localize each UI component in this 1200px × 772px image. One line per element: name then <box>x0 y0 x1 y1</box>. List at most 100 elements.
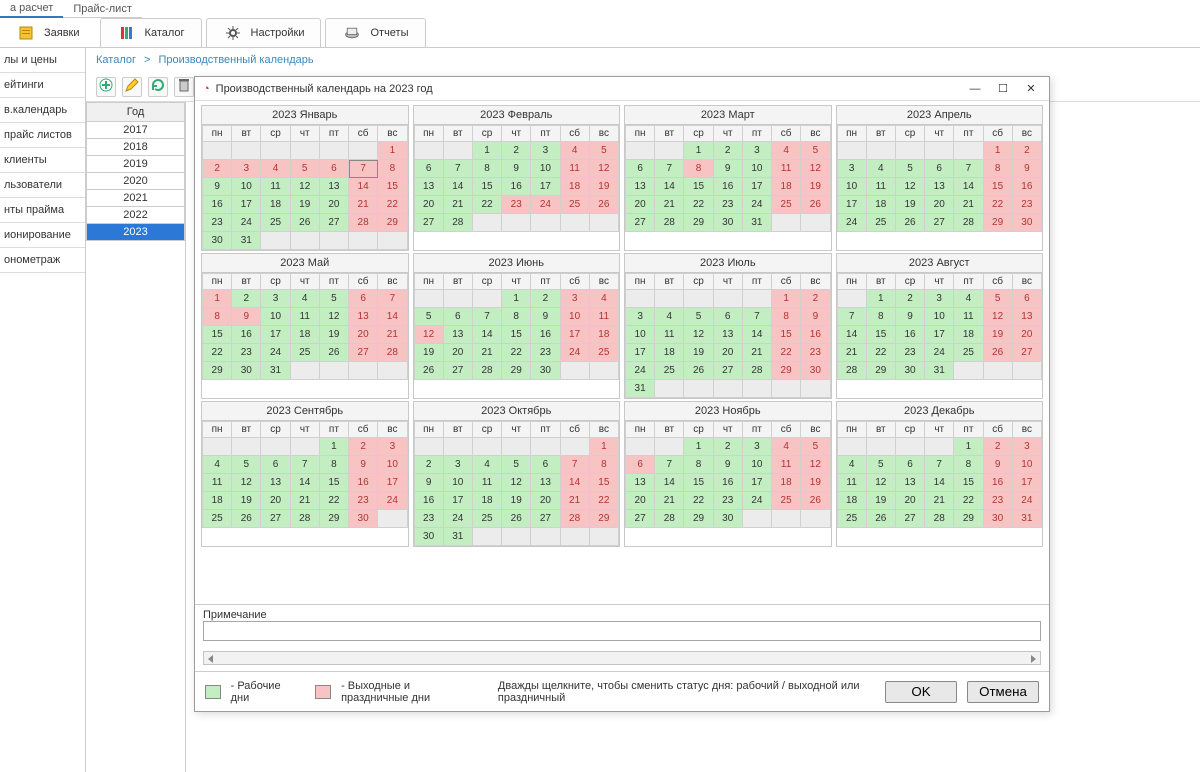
day-cell[interactable]: 27 <box>414 214 443 232</box>
day-cell[interactable]: 24 <box>443 510 472 528</box>
day-cell[interactable]: 18 <box>866 196 895 214</box>
day-cell[interactable]: 6 <box>414 160 443 178</box>
day-cell[interactable]: 7 <box>443 160 472 178</box>
horizontal-scrollbar[interactable] <box>203 651 1041 665</box>
day-cell[interactable]: 10 <box>378 456 407 474</box>
day-cell[interactable]: 15 <box>772 326 801 344</box>
day-cell[interactable]: 22 <box>589 492 618 510</box>
day-cell[interactable]: 18 <box>472 492 501 510</box>
day-cell[interactable]: 27 <box>713 362 742 380</box>
main-tab-Заявки[interactable]: Заявки <box>0 18 96 47</box>
day-cell[interactable]: 16 <box>713 178 742 196</box>
day-cell[interactable]: 31 <box>232 232 261 250</box>
day-cell[interactable]: 24 <box>560 344 589 362</box>
day-cell[interactable]: 22 <box>319 492 348 510</box>
cancel-button[interactable]: Отмена <box>967 681 1039 703</box>
day-cell[interactable]: 8 <box>378 160 407 178</box>
day-cell[interactable]: 28 <box>954 214 983 232</box>
day-cell[interactable]: 13 <box>713 326 742 344</box>
day-cell[interactable]: 9 <box>895 308 924 326</box>
day-cell[interactable]: 3 <box>443 456 472 474</box>
day-cell[interactable]: 31 <box>742 214 771 232</box>
day-cell[interactable]: 20 <box>349 326 378 344</box>
day-cell[interactable]: 7 <box>378 290 407 308</box>
day-cell[interactable]: 12 <box>801 456 830 474</box>
day-cell[interactable]: 8 <box>983 160 1012 178</box>
day-cell[interactable]: 10 <box>626 326 655 344</box>
day-cell[interactable]: 20 <box>1012 326 1041 344</box>
day-cell[interactable]: 1 <box>502 290 531 308</box>
day-cell[interactable]: 17 <box>531 178 560 196</box>
day-cell[interactable]: 24 <box>261 344 290 362</box>
day-cell[interactable]: 13 <box>531 474 560 492</box>
day-cell[interactable]: 23 <box>713 492 742 510</box>
day-cell[interactable]: 5 <box>290 160 319 178</box>
day-cell[interactable]: 2 <box>232 290 261 308</box>
year-row[interactable]: 2023 <box>86 224 185 241</box>
day-cell[interactable]: 11 <box>261 178 290 196</box>
day-cell[interactable]: 9 <box>1012 160 1041 178</box>
day-cell[interactable]: 3 <box>837 160 866 178</box>
day-cell[interactable]: 6 <box>925 160 954 178</box>
day-cell[interactable]: 19 <box>801 178 830 196</box>
day-cell[interactable]: 8 <box>684 160 713 178</box>
day-cell[interactable]: 12 <box>290 178 319 196</box>
day-cell[interactable]: 24 <box>378 492 407 510</box>
year-row[interactable]: 2021 <box>86 190 185 207</box>
day-cell[interactable]: 30 <box>531 362 560 380</box>
day-cell[interactable]: 22 <box>472 196 501 214</box>
day-cell[interactable]: 20 <box>713 344 742 362</box>
day-cell[interactable]: 9 <box>203 178 232 196</box>
day-cell[interactable]: 14 <box>560 474 589 492</box>
day-cell[interactable]: 4 <box>772 438 801 456</box>
day-cell[interactable]: 5 <box>801 438 830 456</box>
sidebar-item[interactable]: онометраж <box>0 248 85 273</box>
day-cell[interactable]: 5 <box>502 456 531 474</box>
day-cell[interactable]: 9 <box>983 456 1012 474</box>
day-cell[interactable]: 22 <box>772 344 801 362</box>
day-cell[interactable]: 19 <box>502 492 531 510</box>
day-cell[interactable]: 13 <box>626 474 655 492</box>
day-cell[interactable]: 7 <box>655 456 684 474</box>
day-cell[interactable]: 28 <box>443 214 472 232</box>
day-cell[interactable]: 16 <box>895 326 924 344</box>
day-cell[interactable]: 14 <box>655 474 684 492</box>
day-cell[interactable]: 24 <box>742 196 771 214</box>
year-row[interactable]: 2019 <box>86 156 185 173</box>
day-cell[interactable]: 26 <box>801 196 830 214</box>
day-cell[interactable]: 4 <box>772 142 801 160</box>
day-cell[interactable]: 29 <box>589 510 618 528</box>
year-row[interactable]: 2022 <box>86 207 185 224</box>
day-cell[interactable]: 23 <box>895 344 924 362</box>
day-cell[interactable]: 21 <box>349 196 378 214</box>
day-cell[interactable]: 22 <box>684 492 713 510</box>
day-cell[interactable]: 11 <box>655 326 684 344</box>
delete-button[interactable] <box>174 77 194 97</box>
day-cell[interactable]: 19 <box>895 196 924 214</box>
day-cell[interactable]: 27 <box>626 214 655 232</box>
day-cell[interactable]: 12 <box>866 474 895 492</box>
maximize-button[interactable]: ☐ <box>989 79 1017 99</box>
day-cell[interactable]: 19 <box>983 326 1012 344</box>
day-cell[interactable]: 21 <box>742 344 771 362</box>
add-button[interactable] <box>96 77 116 97</box>
year-row[interactable]: 2018 <box>86 139 185 156</box>
day-cell[interactable]: 18 <box>772 178 801 196</box>
day-cell[interactable]: 17 <box>925 326 954 344</box>
day-cell[interactable]: 23 <box>983 492 1012 510</box>
day-cell[interactable]: 2 <box>895 290 924 308</box>
day-cell[interactable]: 8 <box>203 308 232 326</box>
day-cell[interactable]: 9 <box>414 474 443 492</box>
day-cell[interactable]: 11 <box>772 160 801 178</box>
day-cell[interactable]: 6 <box>713 308 742 326</box>
day-cell[interactable]: 18 <box>772 474 801 492</box>
day-cell[interactable]: 12 <box>319 308 348 326</box>
day-cell[interactable]: 30 <box>801 362 830 380</box>
day-cell[interactable]: 26 <box>589 196 618 214</box>
day-cell[interactable]: 16 <box>203 196 232 214</box>
day-cell[interactable]: 4 <box>290 290 319 308</box>
day-cell[interactable]: 26 <box>290 214 319 232</box>
day-cell[interactable]: 14 <box>925 474 954 492</box>
day-cell[interactable]: 25 <box>772 196 801 214</box>
day-cell[interactable]: 2 <box>414 456 443 474</box>
